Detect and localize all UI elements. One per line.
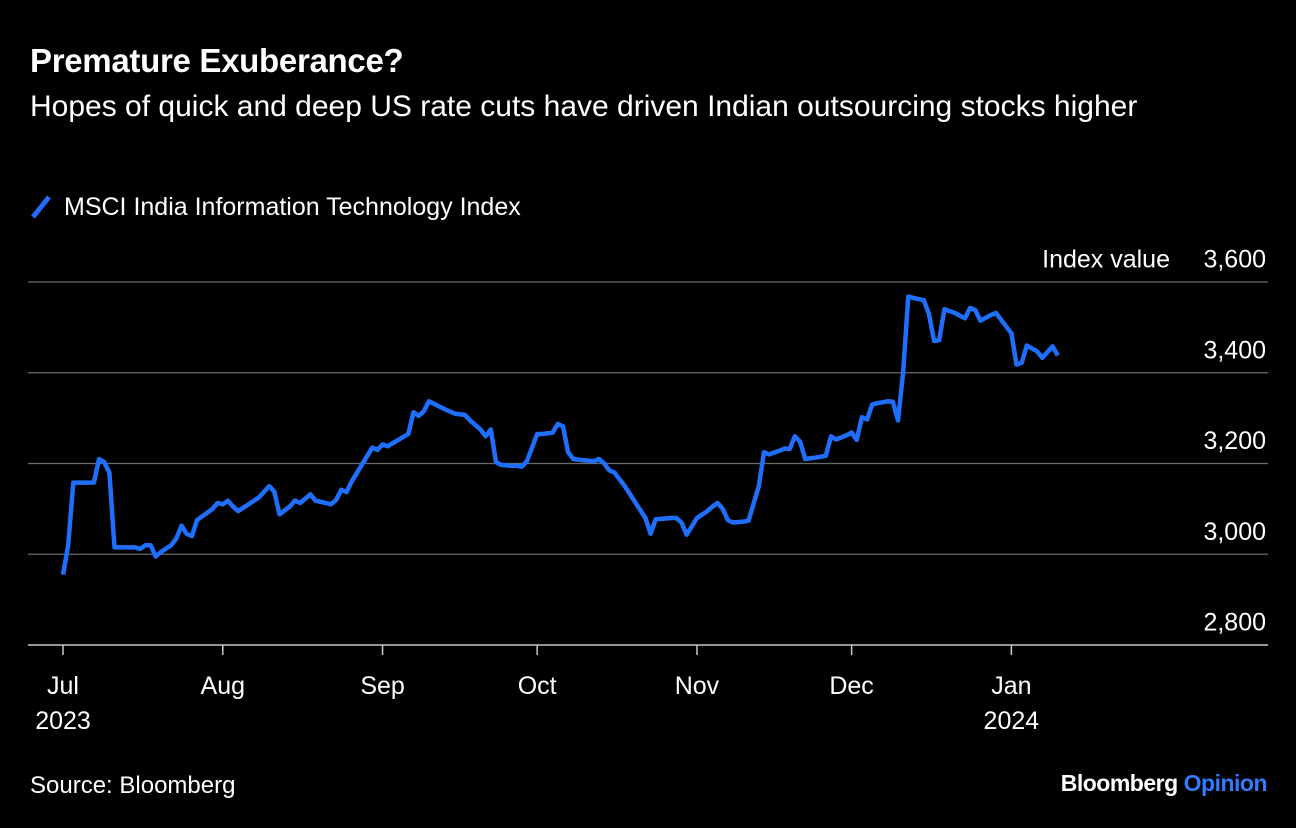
x-tick-label: Aug (201, 672, 245, 700)
x-tick-year-label: 2023 (35, 707, 91, 735)
x-tick-year-label: 2024 (984, 707, 1040, 735)
plot-area (60, 294, 1060, 576)
x-tick-label: Oct (518, 672, 557, 700)
series-line (60, 294, 1060, 576)
x-tick-label: Nov (675, 672, 720, 700)
chart-title: Premature Exuberance? (30, 42, 404, 79)
y-tick-label: 2,800 (1203, 609, 1266, 637)
x-tick-label: Jul (47, 672, 79, 700)
brand-name: Bloomberg (1060, 770, 1178, 796)
brand-logo: Bloomberg Opinion (1060, 770, 1268, 797)
y-axis-label: Index value (1042, 246, 1170, 274)
y-tick-label: 3,600 (1203, 246, 1266, 274)
x-axis: Jul 2023 Aug Sep Oct Nov Dec Jan 2024 (35, 645, 1039, 735)
y-axis: 3,600 Index value 3,400 3,200 3,000 2,800 (1042, 246, 1266, 637)
legend: MSCI India Information Technology Index (30, 190, 521, 224)
y-tick-label: 3,400 (1203, 336, 1266, 364)
x-tick-label: Dec (829, 672, 873, 700)
brand-opinion: Opinion (1183, 770, 1268, 796)
y-tick-label: 3,000 (1203, 518, 1266, 546)
y-tick-label: 3,200 (1203, 427, 1266, 455)
chart-subtitle: Hopes of quick and deep US rate cuts hav… (30, 90, 1138, 123)
legend-line-icon (31, 195, 51, 219)
legend-label: MSCI India Information Technology Index (64, 192, 521, 221)
x-tick-label: Sep (360, 672, 404, 700)
x-tick-label: Jan (991, 672, 1031, 700)
source-note: Source: Bloomberg (30, 772, 236, 799)
grid (28, 281, 1268, 646)
